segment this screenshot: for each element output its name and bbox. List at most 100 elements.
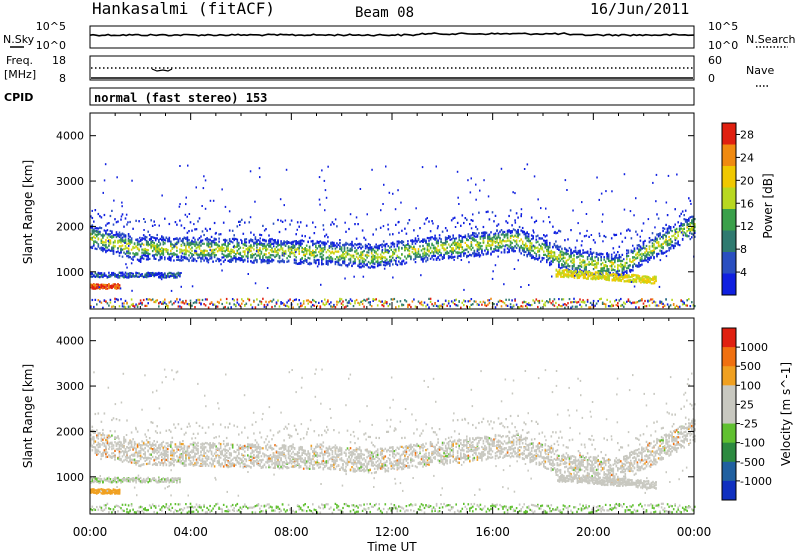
scatter-pixel [281,242,284,245]
scatter-pixel [594,274,597,277]
scatter-pixel [566,275,568,278]
scatter-pixel [497,232,500,235]
scatter-pixel [313,254,316,257]
scatter-pixel [665,243,667,246]
scatter-pixel [224,238,226,241]
scatter-pixel [461,214,464,217]
scatter-pixel [325,262,328,265]
scatter-pixel [194,243,196,246]
scatter-pixel [367,254,370,257]
scatter-pixel [620,262,622,266]
scatter-pixel [624,264,627,267]
scatter-pixel [262,258,264,261]
scatter-pixel [108,222,110,225]
scatter-pixel [518,233,521,236]
scatter-pixel [455,244,457,247]
scatter-pixel [378,261,380,264]
scatter-pixel [158,247,160,250]
scatter-pixel [260,252,263,255]
scatter-pixel [580,263,583,266]
scatter-pixel [407,242,409,245]
scatter-pixel [518,250,521,253]
scatter-pixel [416,255,418,258]
scatter-pixel [201,250,204,253]
scatter-pixel [535,241,538,244]
scatter-pixel [153,274,155,277]
scatter-pixel [437,249,439,252]
scatter-pixel [555,256,557,259]
scatter-pixel [269,256,272,259]
scatter-pixel [621,253,624,256]
scatter-pixel [583,260,586,264]
scatter-pixel [644,259,646,262]
scatter-pixel [389,233,391,236]
scatter-pixel [567,270,570,273]
scatter-pixel [494,245,497,248]
scatter-pixel [623,268,625,271]
scatter-pixel [604,265,607,268]
scatter-pixel [191,259,193,262]
scatter-pixel [596,277,598,280]
scatter-pixel [506,239,509,242]
scatter-pixel [198,256,201,259]
scatter-pixel [123,305,125,308]
scatter-pixel [133,243,136,246]
scatter-pixel [91,230,94,233]
scatter-pixel [426,243,429,246]
scatter-pixel [663,304,666,307]
scatter-pixel [420,300,423,303]
scatter-pixel [523,247,525,250]
scatter-pixel [508,249,510,252]
scatter-pixel [537,240,539,243]
scatter-pixel [289,251,291,254]
scatter-pixel [390,255,393,258]
scatter-pixel [121,248,124,251]
scatter-pixel [210,252,213,255]
scatter-pixel [590,277,592,280]
scatter-pixel [668,235,670,239]
scatter-pixel [99,284,101,287]
scatter-pixel [191,249,193,252]
scatter-pixel [141,256,143,260]
scatter-pixel [678,244,681,247]
scatter-pixel [496,240,498,243]
scatter-pixel [441,246,444,249]
scatter-pixel [241,218,243,221]
scatter-pixel [651,245,654,248]
scatter-pixel [248,299,251,302]
scatter-pixel [91,232,94,235]
scatter-pixel [509,303,512,306]
scatter-pixel [550,249,553,252]
scatter-pixel [227,249,229,252]
scatter-pixel [278,248,281,251]
scatter-pixel [170,257,172,261]
scatter-pixel [170,275,172,278]
scatter-pixel [354,246,356,250]
scatter-pixel [615,256,618,259]
scatter-pixel [657,235,660,238]
scatter-pixel [182,259,184,262]
scatter-pixel [584,275,586,278]
scatter-pixel [574,300,577,303]
scatter-pixel [681,238,684,241]
scatter-pixel [286,240,288,243]
scatter-pixel [312,253,314,257]
scatter-pixel [666,228,669,232]
scatter-pixel [423,238,426,241]
scatter-pixel [185,246,187,249]
scatter-pixel [573,250,575,253]
scatter-pixel [573,254,575,257]
scatter-pixel [90,283,92,286]
scatter-pixel [395,248,397,251]
scatter-pixel [265,228,267,231]
scatter-pixel [358,259,361,262]
scatter-pixel [115,233,118,236]
scatter-pixel [630,269,633,272]
scatter-pixel [473,255,476,258]
scatter-pixel [330,256,332,259]
scatter-pixel [582,301,584,304]
scatter-pixel [558,273,561,276]
scatter-pixel [354,300,356,303]
scatter-pixel [259,253,261,256]
scatter-pixel [188,242,190,245]
